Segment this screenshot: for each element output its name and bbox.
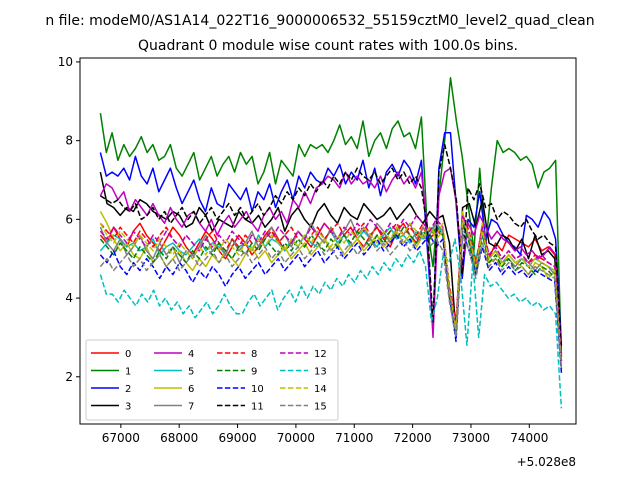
- series-line-15: [99, 234, 563, 369]
- legend-label-10: 10: [251, 384, 264, 395]
- legend-label-4: 4: [188, 349, 194, 360]
- series-line-13: [99, 238, 563, 409]
- ticks-layer: 67000 68000 69000 70000 71000 72000 73000 74000…: [58, 55, 549, 445]
- plot-frame: [79, 57, 577, 425]
- y-tick-label: 10: [58, 55, 73, 69]
- y-tick-label: 4: [65, 291, 73, 305]
- chart-suptitle: n file: modeM0/AS1A14_022T16_9000006532_…: [45, 13, 594, 29]
- series-line-1: [99, 76, 563, 358]
- series-line-2: [99, 132, 563, 346]
- series-line-11: [99, 143, 563, 350]
- legend-label-3: 3: [125, 402, 131, 413]
- y-tick-label: 6: [65, 212, 73, 226]
- legend-label-8: 8: [251, 349, 257, 360]
- x-tick-label: 67000: [102, 431, 140, 445]
- x-tick-label: 71000: [335, 431, 373, 445]
- x-tick-label: 70000: [277, 431, 315, 445]
- legend-label-11: 11: [251, 402, 264, 413]
- chart-title: Quadrant 0 module wise count rates with …: [138, 38, 518, 54]
- legend-label-15: 15: [314, 402, 327, 413]
- x-tick-label: 68000: [160, 431, 198, 445]
- legend-label-9: 9: [251, 367, 257, 378]
- legend-label-12: 12: [314, 349, 327, 360]
- legend-label-2: 2: [125, 384, 131, 395]
- series-layer: [99, 76, 563, 409]
- series-line-14: [99, 218, 563, 366]
- x-tick-label: 74000: [510, 431, 548, 445]
- y-tick-label: 2: [65, 370, 73, 384]
- legend-frame: [85, 339, 339, 421]
- legend-label-5: 5: [188, 367, 194, 378]
- series-line-9: [99, 222, 563, 369]
- legend-label-14: 14: [314, 384, 327, 395]
- legend-label-6: 6: [188, 384, 194, 395]
- x-tick-label: 73000: [452, 431, 490, 445]
- legend-label-13: 13: [314, 367, 327, 378]
- x-offset-label: +5.028e8: [517, 455, 576, 469]
- legend-label-1: 1: [125, 367, 131, 378]
- legend-label-7: 7: [188, 402, 194, 413]
- legend-label-0: 0: [125, 349, 131, 360]
- series-line-12: [99, 214, 563, 362]
- series-line-3: [99, 171, 563, 358]
- x-tick-label: 72000: [394, 431, 432, 445]
- x-tick-label: 69000: [218, 431, 256, 445]
- series-line-4: [99, 167, 563, 354]
- y-tick-label: 8: [65, 134, 73, 148]
